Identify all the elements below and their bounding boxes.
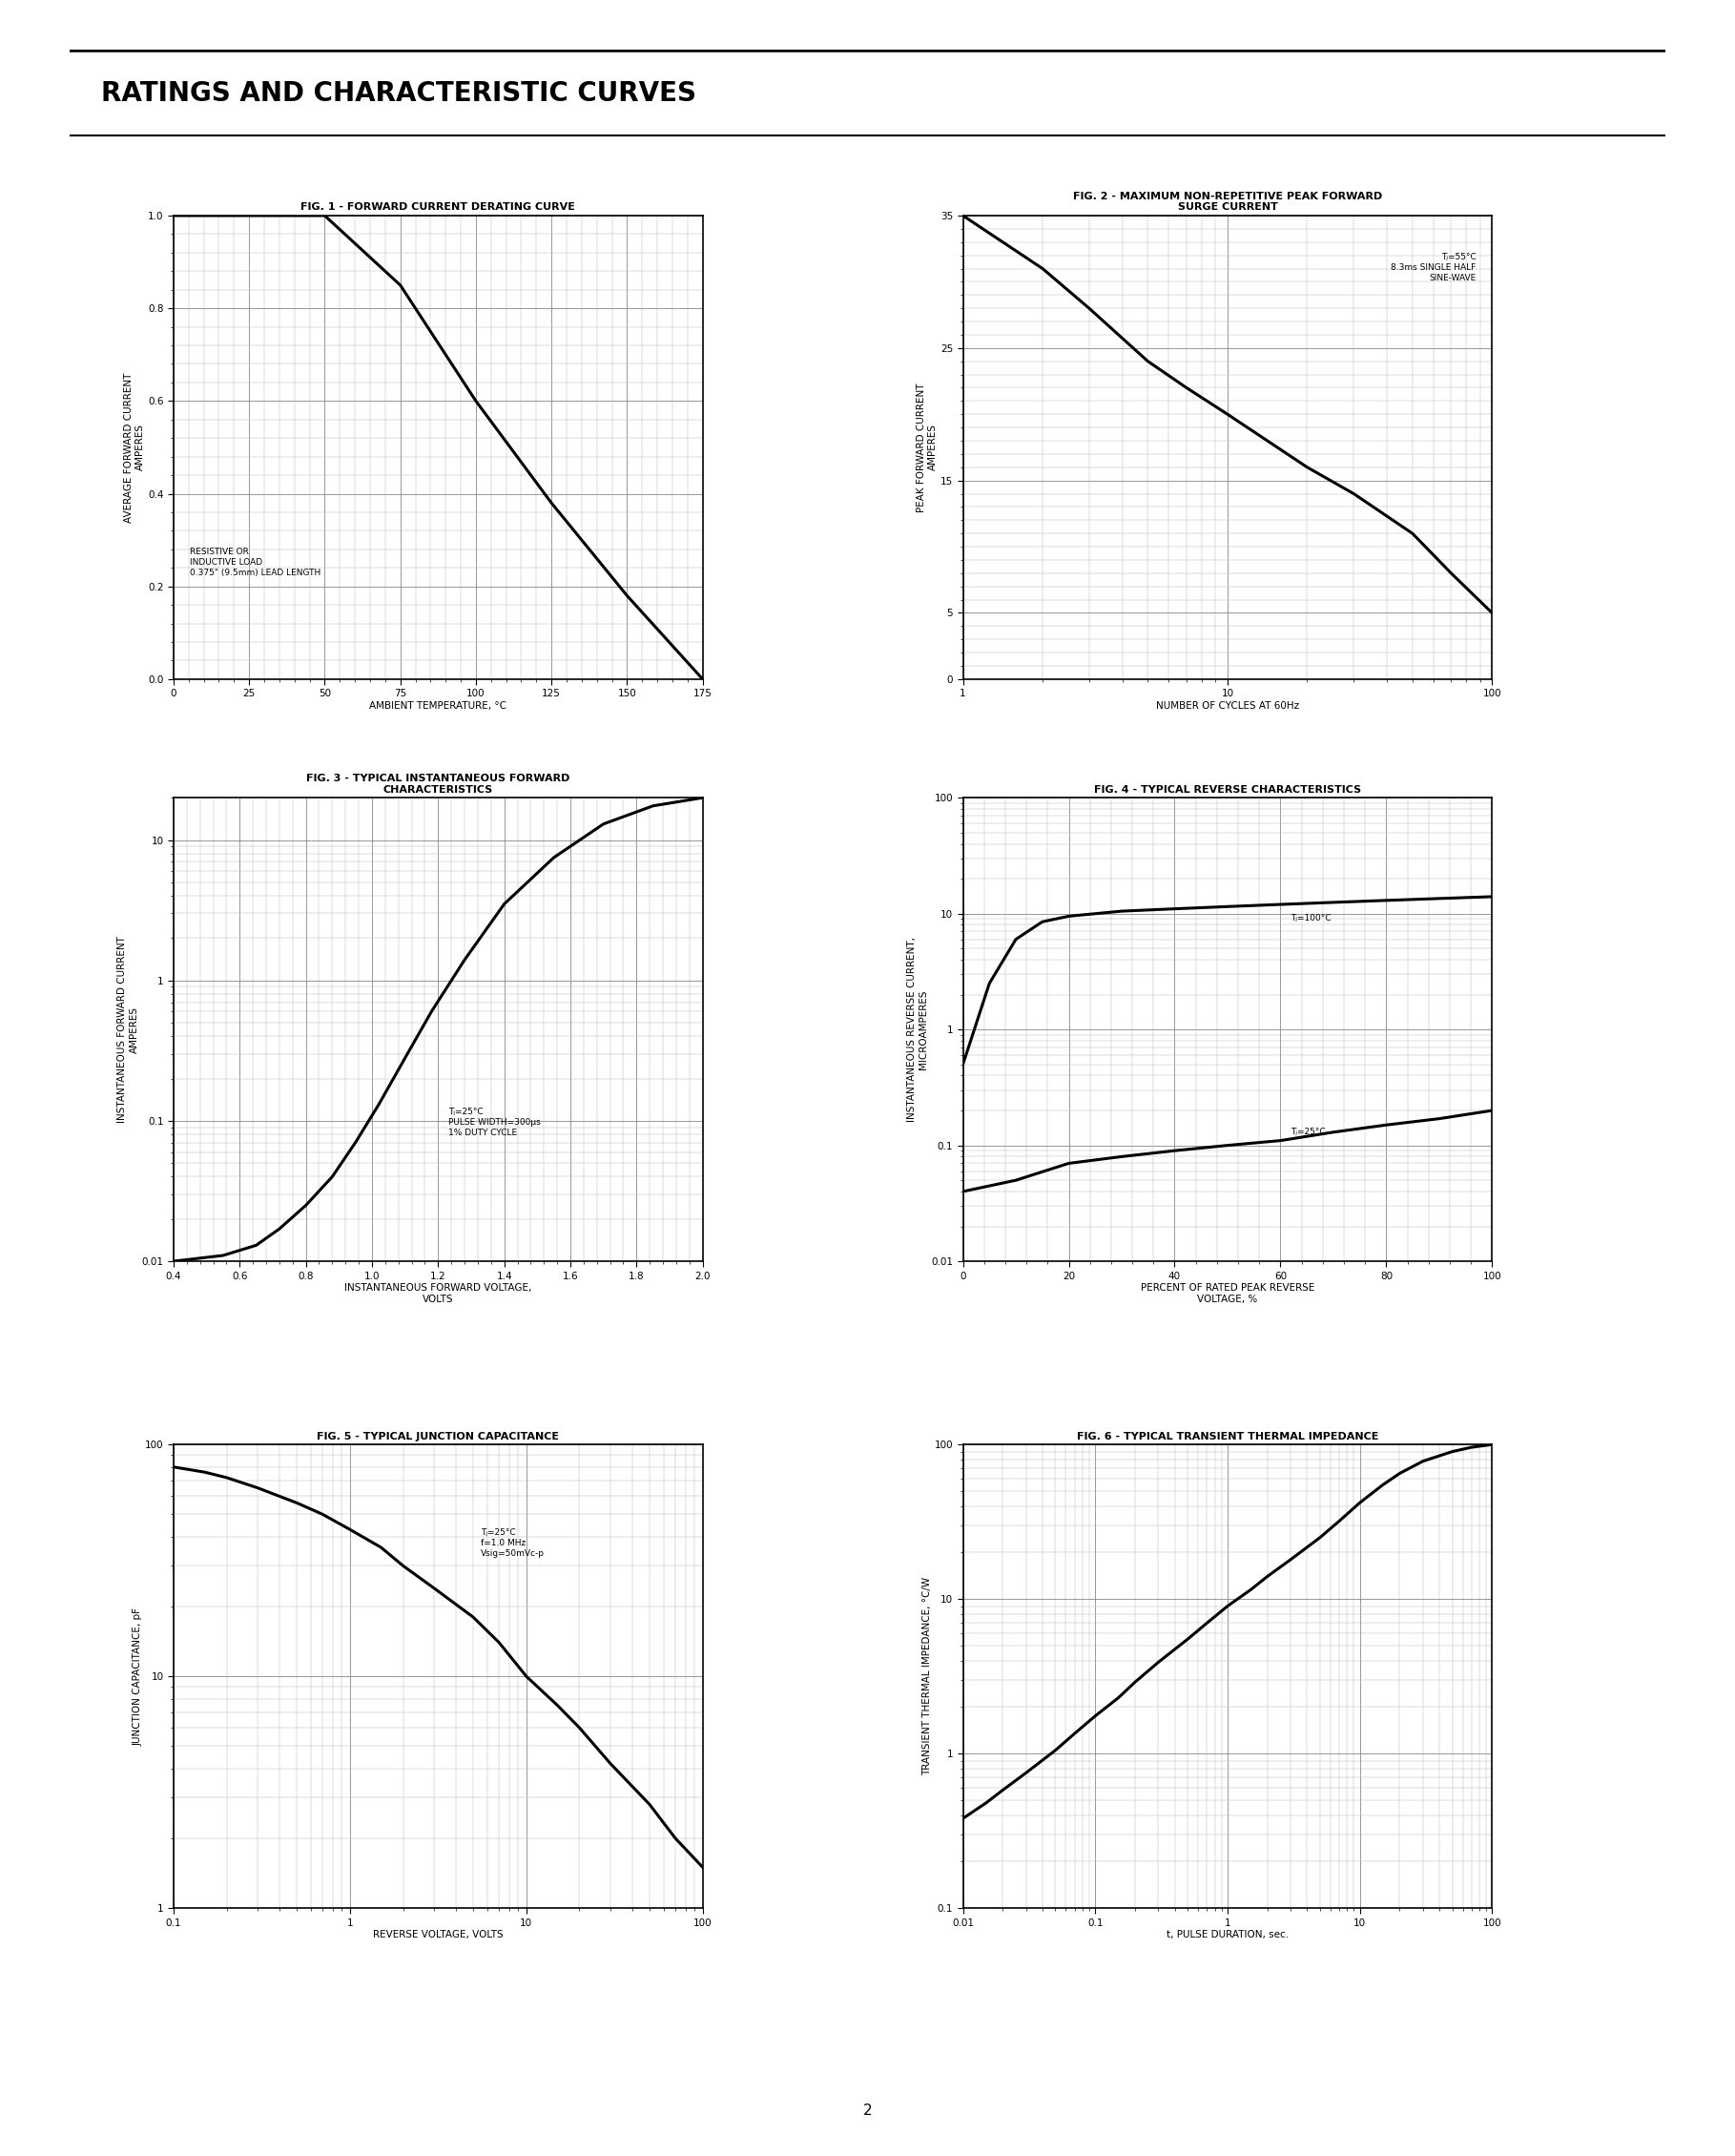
X-axis label: t, PULSE DURATION, sec.: t, PULSE DURATION, sec.: [1166, 1930, 1289, 1940]
Title: FIG. 6 - TYPICAL TRANSIENT THERMAL IMPEDANCE: FIG. 6 - TYPICAL TRANSIENT THERMAL IMPED…: [1077, 1432, 1378, 1440]
Y-axis label: AVERAGE FORWARD CURRENT
AMPERES: AVERAGE FORWARD CURRENT AMPERES: [123, 373, 146, 522]
Text: Tⱼ=55°C
8.3ms SINGLE HALF
SINE-WAVE: Tⱼ=55°C 8.3ms SINGLE HALF SINE-WAVE: [1391, 252, 1476, 282]
Title: FIG. 3 - TYPICAL INSTANTANEOUS FORWARD
CHARACTERISTICS: FIG. 3 - TYPICAL INSTANTANEOUS FORWARD C…: [307, 774, 569, 793]
X-axis label: NUMBER OF CYCLES AT 60Hz: NUMBER OF CYCLES AT 60Hz: [1156, 701, 1300, 711]
X-axis label: PERCENT OF RATED PEAK REVERSE
VOLTAGE, %: PERCENT OF RATED PEAK REVERSE VOLTAGE, %: [1140, 1283, 1315, 1304]
Text: Tⱼ=25°C: Tⱼ=25°C: [1291, 1128, 1326, 1136]
Title: FIG. 5 - TYPICAL JUNCTION CAPACITANCE: FIG. 5 - TYPICAL JUNCTION CAPACITANCE: [318, 1432, 559, 1440]
Y-axis label: PEAK FORWARD CURRENT
AMPERES: PEAK FORWARD CURRENT AMPERES: [916, 384, 937, 511]
X-axis label: REVERSE VOLTAGE, VOLTS: REVERSE VOLTAGE, VOLTS: [373, 1930, 503, 1940]
X-axis label: AMBIENT TEMPERATURE, °C: AMBIENT TEMPERATURE, °C: [370, 701, 507, 711]
Text: RATINGS AND CHARACTERISTIC CURVES: RATINGS AND CHARACTERISTIC CURVES: [101, 80, 696, 106]
Text: Tⱼ=25°C
PULSE WIDTH=300μs
1% DUTY CYCLE: Tⱼ=25°C PULSE WIDTH=300μs 1% DUTY CYCLE: [449, 1108, 541, 1136]
Y-axis label: TRANSIENT THERMAL IMPEDANCE, °C/W: TRANSIENT THERMAL IMPEDANCE, °C/W: [921, 1576, 932, 1777]
Title: FIG. 1 - FORWARD CURRENT DERATING CURVE: FIG. 1 - FORWARD CURRENT DERATING CURVE: [300, 203, 576, 211]
Y-axis label: INSTANTANEOUS FORWARD CURRENT
AMPERES: INSTANTANEOUS FORWARD CURRENT AMPERES: [118, 936, 139, 1123]
Text: Tⱼ=100°C: Tⱼ=100°C: [1291, 914, 1331, 923]
Y-axis label: INSTANTANEOUS REVERSE CURRENT,
MICROAMPERES: INSTANTANEOUS REVERSE CURRENT, MICROAMPE…: [907, 938, 928, 1121]
Text: 2: 2: [862, 2104, 873, 2117]
Text: RESISTIVE OR
INDUCTIVE LOAD
0.375" (9.5mm) LEAD LENGTH: RESISTIVE OR INDUCTIVE LOAD 0.375" (9.5m…: [189, 548, 321, 578]
Title: FIG. 4 - TYPICAL REVERSE CHARACTERISTICS: FIG. 4 - TYPICAL REVERSE CHARACTERISTICS: [1095, 785, 1360, 793]
Text: Tⱼ=25°C
f=1.0 MHz
Vsig=50mVc-p: Tⱼ=25°C f=1.0 MHz Vsig=50mVc-p: [481, 1529, 545, 1559]
Title: FIG. 2 - MAXIMUM NON-REPETITIVE PEAK FORWARD
SURGE CURRENT: FIG. 2 - MAXIMUM NON-REPETITIVE PEAK FOR…: [1072, 192, 1383, 211]
Y-axis label: JUNCTION CAPACITANCE, pF: JUNCTION CAPACITANCE, pF: [132, 1606, 142, 1746]
X-axis label: INSTANTANEOUS FORWARD VOLTAGE,
VOLTS: INSTANTANEOUS FORWARD VOLTAGE, VOLTS: [345, 1283, 531, 1304]
